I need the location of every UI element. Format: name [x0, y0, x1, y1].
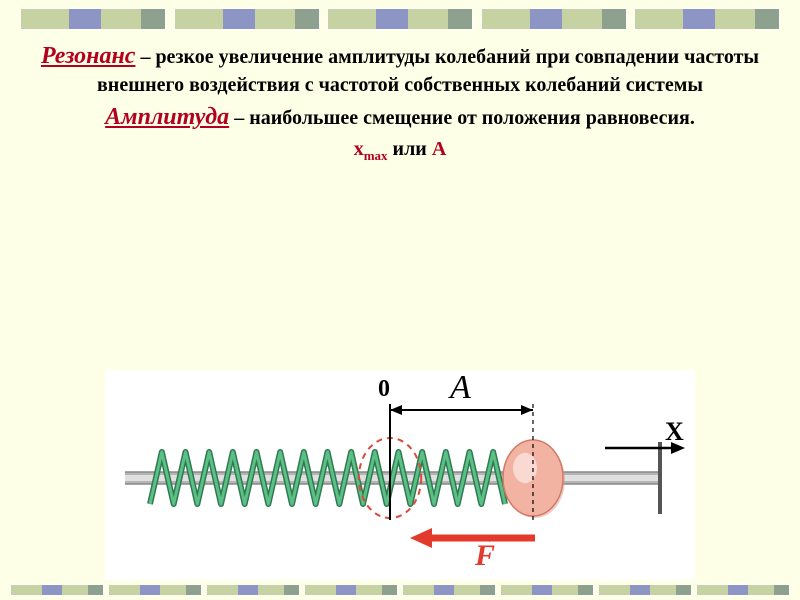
ornament-block — [598, 584, 692, 596]
definition-amplitude: Амплитуда – наибольшее смещение от полож… — [40, 101, 760, 133]
ornament-block — [500, 584, 594, 596]
spring-diagram: 0 A X F — [105, 370, 695, 580]
spring-diagram-svg: 0 A X F — [105, 370, 695, 580]
definition-resonance: Резонанс – резкое увеличение амплитуды к… — [40, 40, 760, 99]
ornament-block — [634, 8, 780, 30]
ornament-block — [696, 584, 790, 596]
ornament-block — [327, 8, 473, 30]
term-resonance: Резонанс — [41, 43, 135, 69]
ornament-block — [402, 584, 496, 596]
symbol-x: x — [354, 138, 364, 160]
term-amplitude: Амплитуда — [105, 104, 229, 130]
resonance-text: резкое увеличение амплитуды колебаний пр… — [97, 46, 759, 96]
amplitude-text: наибольшее смещение от положения равнове… — [249, 107, 695, 129]
amplitude-formula: xmах или А — [40, 138, 760, 164]
svg-text:A: A — [448, 370, 471, 406]
top-ornament-row — [0, 0, 800, 38]
ornament-block — [20, 8, 166, 30]
svg-text:X: X — [665, 417, 684, 446]
symbol-A: А — [432, 138, 446, 160]
ornament-block — [108, 584, 202, 596]
ornament-block — [481, 8, 627, 30]
svg-text:0: 0 — [378, 376, 390, 402]
slide-content: Резонанс – резкое увеличение амплитуды к… — [0, 40, 800, 164]
word-or: или — [388, 138, 432, 160]
ornament-block — [174, 8, 320, 30]
ornament-block — [304, 584, 398, 596]
subscript-max: mах — [364, 148, 388, 163]
ornament-block — [206, 584, 300, 596]
bottom-ornament-row — [0, 580, 800, 600]
ornament-block — [10, 584, 104, 596]
svg-text:F: F — [474, 539, 495, 572]
